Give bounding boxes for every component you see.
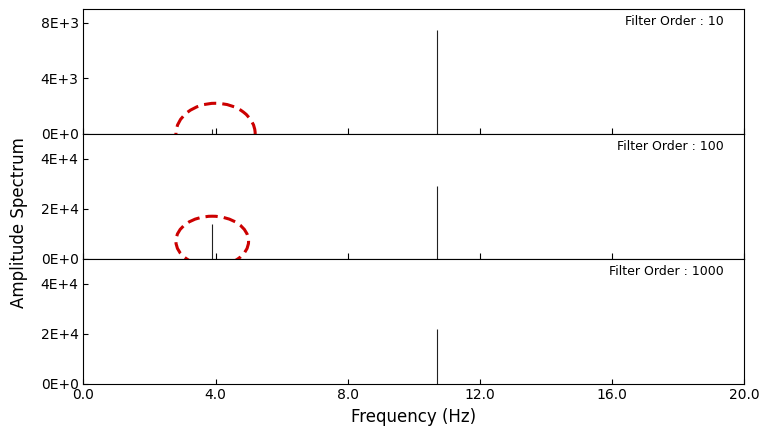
Text: Amplitude Spectrum: Amplitude Spectrum [10, 137, 28, 309]
Text: Filter Order : 1000: Filter Order : 1000 [609, 265, 724, 278]
Text: Filter Order : 100: Filter Order : 100 [617, 140, 724, 153]
X-axis label: Frequency (Hz): Frequency (Hz) [351, 408, 476, 426]
Text: Filter Order : 10: Filter Order : 10 [625, 15, 724, 28]
